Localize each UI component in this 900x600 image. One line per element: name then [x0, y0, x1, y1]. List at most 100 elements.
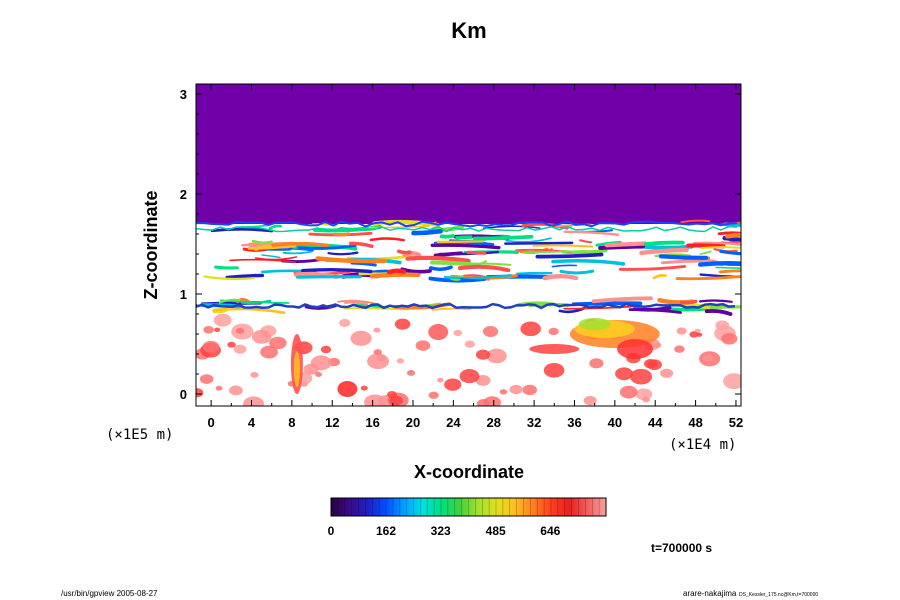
turbulence-streak [214, 265, 239, 270]
turbulence-streak [618, 264, 687, 271]
boundary-blob [630, 368, 653, 385]
boundary-blob [642, 397, 650, 403]
upper-layer-fill [196, 84, 741, 224]
turbulence-streak [439, 234, 455, 239]
y-axis-label: Z-coordinate [141, 190, 161, 299]
turbulence-streak [723, 222, 741, 227]
boundary-blob [464, 340, 475, 348]
boundary-blob [475, 349, 491, 360]
boundary-blob [482, 326, 499, 337]
x-tick-label: 12 [325, 415, 339, 430]
plume-blob [337, 381, 358, 397]
colorbar-frame [330, 497, 607, 517]
turbulence-streak [271, 241, 330, 248]
turbulence-streak [505, 237, 552, 243]
turbulence-streak [369, 272, 421, 279]
boundary-blob [483, 396, 501, 406]
turbulence-streak [348, 241, 374, 249]
turbulence-streak [297, 244, 357, 250]
colorbar-ticks: 0 162 323 485 646 [328, 524, 561, 538]
x-axis-label: X-coordinate [414, 462, 524, 482]
turbulence-streak [698, 299, 733, 303]
boundary-blob [444, 378, 462, 391]
turbulence-streak [457, 264, 511, 273]
boundary-blob [199, 374, 214, 384]
x-tick-label: 20 [406, 415, 420, 430]
turbulence-streak [725, 232, 741, 239]
boundary-blob [475, 375, 491, 386]
boundary-blob [227, 341, 236, 348]
turbulence-streak [254, 256, 298, 261]
turbulence-streak [251, 239, 273, 245]
colorbar: 0 162 323 485 646 [328, 497, 607, 538]
turbulence-streak [301, 267, 373, 274]
turbulence-streak [482, 225, 541, 230]
x-scale-label: (×1E4 m) [669, 437, 736, 453]
turbulence-streak [680, 219, 711, 224]
time-label: t=700000 s [651, 541, 712, 555]
turbulence-streak [516, 271, 553, 275]
x-tick-label: 52 [729, 415, 743, 430]
boundary-blob [202, 340, 220, 353]
turbulence-streak [369, 237, 405, 242]
colorbar-gradient [331, 498, 606, 516]
turbulence-streak [698, 261, 741, 267]
turbulence-streak [644, 240, 685, 246]
turbulence-streak [551, 264, 578, 268]
turbulence-streak [210, 227, 274, 233]
plot-frame [195, 83, 742, 407]
turbulence-streak [411, 229, 443, 236]
y-axis: 0 1 2 3 [180, 87, 741, 402]
x-tick-label: 4 [248, 415, 256, 430]
turbulence-streak [433, 251, 463, 258]
plume-blob [293, 351, 300, 387]
turbulence-streak [563, 230, 620, 236]
boundary-blob [396, 358, 405, 364]
boundary-blob [373, 327, 381, 333]
y-tick-label: 3 [180, 87, 187, 102]
boundary-blob [243, 396, 265, 406]
colorbar-tick-label: 162 [376, 524, 396, 538]
boundary-blob [376, 354, 386, 362]
boundary-blob [543, 362, 565, 378]
boundary-blob [315, 372, 323, 377]
turbulence-streak [591, 296, 653, 304]
turbulence-blobs [196, 219, 741, 406]
turbulence-streak [466, 250, 487, 255]
boundary-blob [486, 348, 507, 364]
turbulence-streak [504, 241, 574, 245]
x-tick-label: 28 [486, 415, 500, 430]
boundary-blob [389, 395, 404, 406]
y-tick-label: 2 [180, 187, 187, 202]
boundary-blob [213, 313, 232, 327]
turbulence-streak [652, 274, 667, 280]
colorbar-tick-label: 323 [431, 524, 451, 538]
turbulence-streak [709, 305, 741, 310]
turbulence-streak [730, 262, 741, 266]
turbulence-streak [693, 241, 741, 246]
boundary-blob [653, 342, 662, 348]
turbulence-streak [405, 255, 471, 264]
turbulence-streak [542, 274, 579, 281]
turbulence-streak [658, 254, 709, 260]
footer-right-small: DS_Kessler_175.nc@Km,t=700000 [739, 592, 818, 598]
turbulence-streak [225, 273, 265, 280]
x-tick-label: 16 [365, 415, 379, 430]
boundary-blob [251, 329, 272, 344]
turbulence-streak [344, 299, 369, 307]
layer-boundary-inner [196, 225, 738, 233]
turbulence-streak [563, 305, 634, 310]
boundary-blob [509, 384, 523, 395]
turbulence-streak [639, 247, 689, 256]
turbulence-streak [654, 253, 692, 258]
boundary-blob [619, 385, 638, 399]
turbulence-streak [598, 244, 646, 251]
boundary-blob [373, 349, 382, 356]
colorbar-tick-label: 485 [486, 524, 506, 538]
x-tick-label: 0 [208, 415, 215, 430]
stable-band [196, 302, 736, 310]
turbulence-streak [455, 235, 473, 240]
x-tick-label: 40 [608, 415, 622, 430]
turbulence-streak [431, 224, 465, 232]
